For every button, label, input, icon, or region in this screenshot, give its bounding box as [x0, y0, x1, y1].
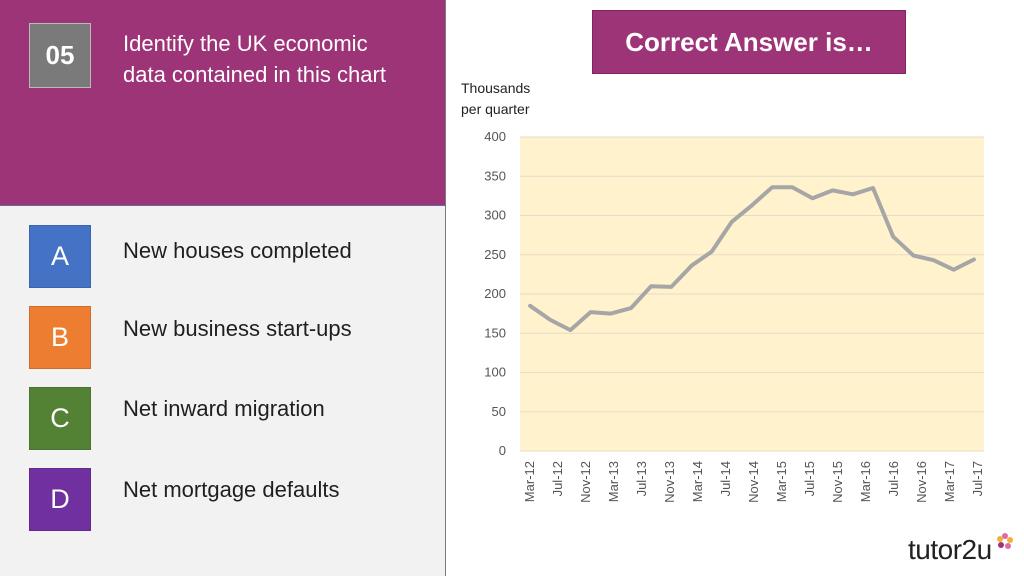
y-tick-label: 0: [499, 443, 506, 458]
x-tick-label: Jul-13: [634, 461, 649, 496]
y-tick-label: 50: [492, 404, 506, 419]
brand-name: tutor2u: [908, 534, 992, 565]
flower-icon: [997, 533, 1013, 549]
y-tick-label: 400: [484, 129, 506, 144]
correct-answer-button[interactable]: Correct Answer is…: [592, 10, 906, 74]
x-axis-ticks: Mar-12 Jul-12 Nov-12 Mar-13 Jul-13 Nov-13 Mar-…: [522, 461, 985, 503]
x-tick-label: Jul-17: [970, 461, 985, 496]
x-tick-label: Nov-15: [830, 461, 845, 503]
x-tick-label: Mar-16: [858, 461, 873, 502]
tutor2u-logo: tutor2u: [908, 530, 1018, 570]
y-tick-label: 100: [484, 365, 506, 380]
x-tick-label: Mar-13: [606, 461, 621, 502]
x-tick-label: Nov-16: [914, 461, 929, 503]
x-tick-label: Mar-14: [690, 461, 705, 502]
y-tick-label: 300: [484, 208, 506, 223]
gridlines: [520, 136, 984, 452]
option-d-button[interactable]: D: [29, 468, 91, 531]
x-tick-label: Jul-12: [550, 461, 565, 496]
option-a-button[interactable]: A: [29, 225, 91, 288]
y-axis-unit-line-2: per quarter: [461, 101, 530, 117]
option-c-button[interactable]: C: [29, 387, 91, 450]
line-chart: Thousands per quarter 0 50 100 150 200 250 300…: [461, 80, 985, 503]
option-d-text[interactable]: Net mortgage defaults: [123, 477, 340, 502]
x-tick-label: Mar-15: [774, 461, 789, 502]
option-a-text[interactable]: New houses completed: [123, 238, 352, 263]
x-tick-label: Jul-16: [886, 461, 901, 496]
x-tick-label: Jul-14: [718, 461, 733, 496]
x-tick-label: Mar-12: [522, 461, 537, 502]
question-text: Identify the UK economic data contained …: [123, 31, 386, 87]
y-axis-ticks: 0 50 100 150 200 250 300 350 400: [484, 129, 506, 458]
series-line: [528, 185, 976, 333]
x-tick-label: Nov-12: [578, 461, 593, 503]
option-b-text[interactable]: New business start-ups: [123, 316, 352, 341]
y-tick-label: 250: [484, 247, 506, 262]
y-tick-label: 350: [484, 168, 506, 183]
y-tick-label: 200: [484, 286, 506, 301]
x-tick-label: Nov-14: [746, 461, 761, 503]
option-b-button[interactable]: B: [29, 306, 91, 369]
x-tick-label: Mar-17: [942, 461, 957, 502]
y-axis-unit-line-1: Thousands: [461, 80, 530, 96]
question-number: 05: [29, 23, 91, 88]
option-c-text[interactable]: Net inward migration: [123, 396, 325, 421]
y-tick-label: 150: [484, 325, 506, 340]
question-panel: 05 Identify the UK economic data contain…: [0, 0, 446, 206]
x-tick-label: Nov-13: [662, 461, 677, 503]
x-tick-label: Jul-15: [802, 461, 817, 496]
